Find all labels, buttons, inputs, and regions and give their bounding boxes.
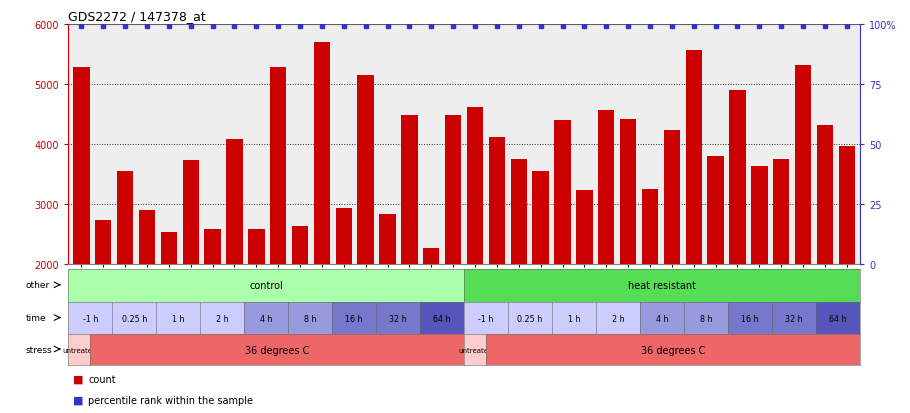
Bar bbox=[467, 107, 483, 385]
Bar bbox=[576, 191, 592, 385]
Bar bbox=[314, 43, 330, 385]
Bar bbox=[95, 221, 111, 385]
Text: ■: ■ bbox=[73, 395, 84, 405]
Bar bbox=[532, 171, 549, 385]
Text: 0.25 h: 0.25 h bbox=[518, 314, 542, 323]
Bar bbox=[379, 214, 396, 385]
Bar bbox=[401, 116, 418, 385]
Text: 64 h: 64 h bbox=[829, 314, 846, 323]
Bar bbox=[839, 147, 855, 385]
Bar bbox=[358, 76, 374, 385]
Text: count: count bbox=[88, 374, 116, 384]
Text: percentile rank within the sample: percentile rank within the sample bbox=[88, 395, 253, 405]
Text: 2 h: 2 h bbox=[216, 314, 228, 323]
Text: other: other bbox=[25, 280, 50, 290]
Bar bbox=[489, 138, 505, 385]
Text: -1 h: -1 h bbox=[83, 314, 98, 323]
Text: control: control bbox=[249, 281, 283, 291]
Bar bbox=[663, 131, 680, 385]
Bar bbox=[707, 156, 723, 385]
Bar bbox=[292, 226, 308, 385]
Text: untreated: untreated bbox=[458, 347, 492, 353]
Text: stress: stress bbox=[25, 345, 53, 354]
Bar bbox=[116, 171, 133, 385]
Text: GDS2272 / 147378_at: GDS2272 / 147378_at bbox=[68, 10, 206, 23]
Bar bbox=[183, 161, 199, 385]
Text: 36 degrees C: 36 degrees C bbox=[641, 345, 705, 355]
Text: heat resistant: heat resistant bbox=[628, 281, 696, 291]
Text: 8 h: 8 h bbox=[304, 314, 317, 323]
Bar bbox=[751, 166, 767, 385]
Text: 4 h: 4 h bbox=[260, 314, 272, 323]
Bar bbox=[336, 208, 352, 385]
Text: 32 h: 32 h bbox=[389, 314, 407, 323]
Text: 32 h: 32 h bbox=[785, 314, 803, 323]
Bar bbox=[817, 126, 834, 385]
Bar bbox=[554, 121, 571, 385]
Bar bbox=[729, 91, 745, 385]
Bar bbox=[161, 233, 177, 385]
Bar bbox=[423, 248, 440, 385]
Text: ■: ■ bbox=[73, 374, 84, 384]
Text: 16 h: 16 h bbox=[346, 314, 363, 323]
Text: 8 h: 8 h bbox=[700, 314, 713, 323]
Text: 64 h: 64 h bbox=[433, 314, 450, 323]
Text: 36 degrees C: 36 degrees C bbox=[245, 345, 309, 355]
Bar bbox=[270, 68, 287, 385]
Bar bbox=[642, 190, 658, 385]
Bar bbox=[248, 230, 265, 385]
Bar bbox=[685, 50, 702, 385]
Bar bbox=[139, 211, 156, 385]
Text: 4 h: 4 h bbox=[656, 314, 668, 323]
Text: 1 h: 1 h bbox=[172, 314, 185, 323]
Text: -1 h: -1 h bbox=[479, 314, 494, 323]
Text: 16 h: 16 h bbox=[742, 314, 759, 323]
Text: time: time bbox=[25, 313, 46, 322]
Bar bbox=[445, 116, 461, 385]
Bar bbox=[598, 111, 614, 385]
Text: 1 h: 1 h bbox=[568, 314, 581, 323]
Bar bbox=[620, 120, 636, 385]
Text: untreated: untreated bbox=[62, 347, 96, 353]
Text: 2 h: 2 h bbox=[612, 314, 624, 323]
Bar bbox=[227, 140, 243, 385]
Bar bbox=[773, 160, 789, 385]
Text: 0.25 h: 0.25 h bbox=[122, 314, 147, 323]
Bar bbox=[795, 66, 812, 385]
Bar bbox=[73, 68, 89, 385]
Bar bbox=[511, 159, 527, 385]
Bar bbox=[205, 230, 221, 385]
